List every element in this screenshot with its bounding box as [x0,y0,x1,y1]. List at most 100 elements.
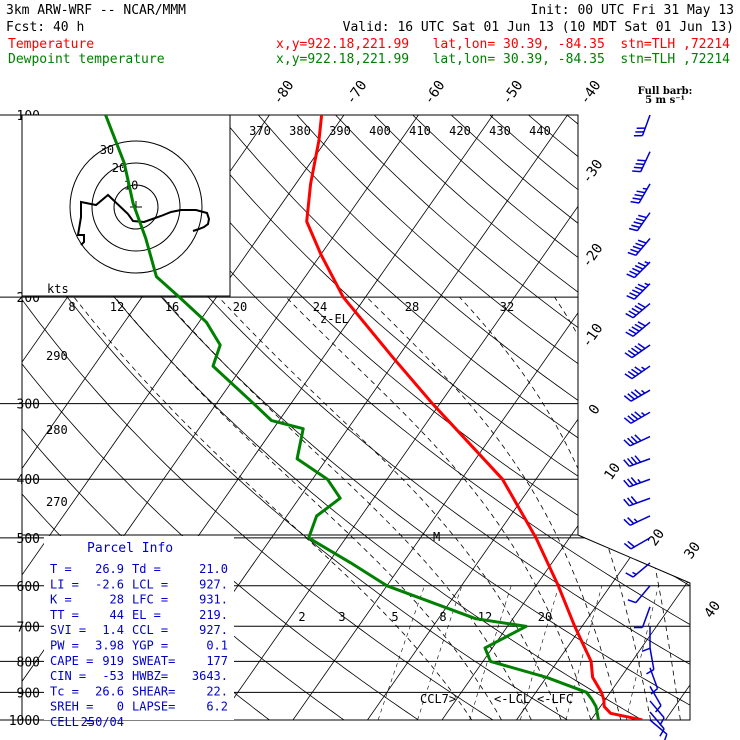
parcel-row-value: 1.4 [102,623,124,637]
ccl-marker: CCL7> [420,692,456,706]
wind-barb [626,261,651,279]
wind-barb-flag [646,668,655,675]
parcel-row-label: CAPE = [50,654,93,668]
dry-adiabat-line [22,115,514,720]
parcel-row-label-2: YGP = [132,639,168,653]
dry-adiabat-line [296,115,690,720]
wind-barb-flag [637,321,646,327]
isotherm-label: -20 [579,241,607,271]
isotherm-label: -70 [343,78,371,108]
moist-adiabat-line [114,296,502,720]
isotherm-label: -60 [421,78,449,108]
dry-adiabat-line [180,115,690,720]
wind-barb-flag [627,437,635,445]
mixing-ratio-line [565,585,603,720]
parcel-row-label-2: SWEAT= [132,654,175,668]
wind-barb-flag [634,366,643,373]
parcel-row-value-2: 6.2 [206,700,228,714]
wind-barb-flag [634,345,643,352]
wind-barb-flag [663,733,668,740]
barb-key-units: 5 m s⁻¹ [645,95,685,106]
wind-barb-flag [626,294,635,300]
wind-barb-flag [637,159,646,162]
wind-barb-half-flag [641,389,646,394]
parcel-row-value: 26.6 [95,684,124,698]
wind-barb [633,114,651,137]
mixing-ratio-label: 12 [110,300,124,314]
wind-barb-flag [626,478,634,486]
wind-barb-half-flag [637,478,642,484]
wind-barb-staff [649,667,659,689]
wind-barb-flag [628,328,637,335]
isotherm-label: 0 [586,402,604,418]
dry-adiabat-line [412,115,690,720]
mixing-ratio-low-label: 2 [298,610,305,624]
isotherm-label: 40 [701,598,724,621]
wind-barb-flag [637,283,647,289]
pressure-tick-label: 400 [17,473,40,488]
wind-barb [641,626,651,652]
wind-barb-flag [625,331,634,337]
wind-barb [625,302,651,319]
wind-barb-flag [635,163,645,166]
wind-barb-flag [632,267,641,273]
wind-barb-flag [627,599,637,604]
wind-barb [628,212,651,232]
el-marker: z-EL [320,312,349,326]
dry-adiabat-line [489,115,690,720]
parcel-row-value: 26.9 [95,562,124,576]
parcel-info-title: Parcel Info [87,541,173,556]
wind-barb-flag [634,411,642,418]
dry-adiabat-line [22,115,665,720]
wind-barb-flag [634,305,643,311]
parcel-row-label-2: HWBZ= [132,669,168,683]
pressure-tick-label: 300 [17,398,40,413]
dry-adiabat-line [257,115,690,720]
wind-barb-flag [623,479,630,488]
hodograph-ring-label: 30 [100,143,114,157]
parcel-row-value: 3.98 [95,639,124,653]
mixing-ratio-label: 20 [233,300,247,314]
parcel-row-value: 250/04 [81,715,124,729]
dry-adiabat-line [65,115,690,720]
theta-label: 390 [329,124,351,138]
parcel-row-label-2: LAPSE= [132,700,175,714]
hodograph-ring [91,162,181,252]
parcel-row-value-2: 3643. [192,669,228,683]
wind-barb-flag [627,370,636,378]
legend-temperature-name: Temperature [8,37,94,52]
wind-barb-staff [649,686,662,706]
hodograph-ring [113,184,159,230]
wind-barb-half-flag [633,518,638,523]
parcel-row-label-2: SHEAR= [132,684,175,698]
wind-barb-flag [629,270,638,276]
wind-barb [627,585,651,604]
parcel-row-label: LI = [50,577,79,591]
legend-temperature-location: x,y=922.18,221.99 lat,lon= 30.39, -84.35… [276,37,730,52]
mixing-ratio-low-label: 5 [391,610,398,624]
dry-adiabat-line [566,115,690,720]
wind-barb-flag [659,728,665,737]
parcel-row-label: Tc = [50,684,79,698]
wind-barb [623,455,651,467]
isotherm-label: -80 [270,78,298,108]
parcel-row-label: SVI = [50,623,86,637]
wind-barb [649,667,659,695]
wind-barb-flag [628,310,637,316]
parcel-row-label: CELL = [50,715,93,729]
mixing-ratio-label: 28 [405,300,419,314]
temperature-trace [305,115,643,720]
mixing-ratio-line [377,585,425,720]
mixing-ratio-low-label: 8 [439,610,446,624]
wind-barb [630,183,651,204]
dry-adiabat-line [528,115,690,720]
wind-barb-flag [631,224,640,229]
wind-barb-flag [630,435,638,443]
dry-adiabat-line [373,115,690,720]
pressure-tick-label: 700 [17,620,40,635]
legend-dewpoint-name: Dewpoint temperature [8,52,165,67]
mixing-ratio-label: 16 [165,300,179,314]
wind-barb-flag [632,170,641,173]
wind-barb-flag [623,542,632,550]
wind-barb-half-flag [641,411,646,416]
